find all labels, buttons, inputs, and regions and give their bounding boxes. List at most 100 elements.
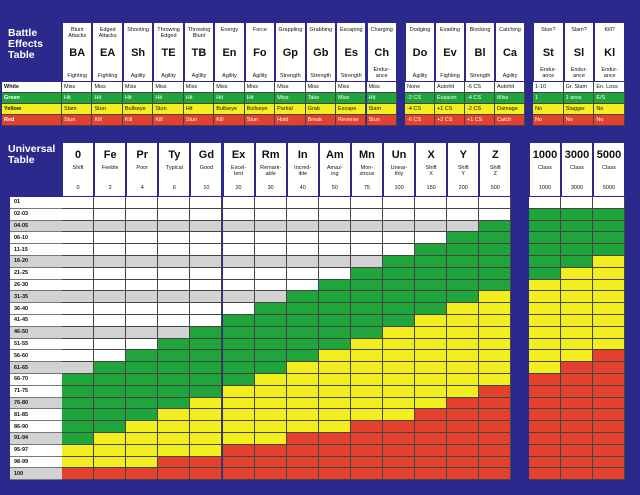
result-cell [593, 374, 625, 386]
column-ability: Agility [130, 73, 146, 79]
result-cell: Evasion [435, 93, 465, 104]
result-cell [529, 303, 561, 315]
result-cell [561, 456, 593, 469]
result-cell [350, 444, 383, 457]
result-cell [415, 220, 448, 233]
result-cell [286, 315, 319, 327]
rank-number: 5000 [602, 185, 616, 191]
result-cell [94, 303, 127, 315]
result-cell [158, 362, 191, 374]
result-cell [447, 256, 480, 268]
result-cell [190, 303, 223, 315]
result-cell [415, 350, 448, 363]
result-cell [62, 232, 95, 245]
header-cell: Mn Mon- strous 75 [350, 142, 383, 197]
result-cell [318, 267, 351, 280]
result-cell [126, 291, 159, 304]
result-cell [190, 456, 223, 469]
result-cell [415, 385, 448, 398]
row-label: Red [2, 115, 62, 126]
result-cell [190, 374, 223, 386]
result-cell [190, 468, 223, 481]
result-cell [62, 326, 95, 339]
result-cell [447, 244, 480, 256]
column-ability: Strength [340, 73, 362, 79]
result-cell [286, 232, 319, 245]
result-cell [561, 374, 593, 386]
result-cell [222, 350, 255, 363]
result-cell: -6 CS [405, 115, 435, 126]
result-cell [222, 385, 255, 398]
rank-number: 75 [363, 185, 370, 191]
rank-number: 40 [299, 185, 306, 191]
header-cell: Throwing Edged TE Agility [153, 22, 184, 82]
result-cell [222, 326, 255, 339]
result-cell [318, 279, 351, 292]
result-cell [286, 444, 319, 457]
result-cell [415, 256, 448, 268]
result-cell [94, 315, 127, 327]
result-cell [222, 421, 255, 433]
result-cell [126, 433, 159, 445]
rank-name: Shift Z [489, 165, 501, 177]
result-cell [561, 208, 593, 221]
result-cell [479, 433, 512, 445]
rank-abbr: Am [325, 149, 344, 161]
result-cell [318, 303, 351, 315]
result-cell [286, 279, 319, 292]
result-cell [190, 256, 223, 268]
column-name: Edged Attacks [98, 27, 117, 39]
result-cell: Catch [495, 115, 525, 126]
result-cell [593, 444, 625, 457]
result-cell [593, 350, 625, 363]
rank-name: Excel- lent [230, 165, 247, 177]
result-cell [447, 338, 480, 351]
result-cell [126, 338, 159, 351]
column-ability: Agility [502, 73, 518, 79]
result-cell [447, 315, 480, 327]
column-abbr: Ch [374, 47, 390, 59]
result-cell [126, 197, 159, 209]
result-cell [190, 291, 223, 304]
column-abbr: Kl [604, 47, 616, 59]
row-label: 66-70 [10, 374, 62, 386]
result-cell: Hit [183, 93, 215, 104]
result-cell [254, 362, 287, 374]
header-cell: In Incred- ible 40 [286, 142, 319, 197]
result-cell [286, 468, 319, 481]
result-cell [126, 374, 159, 386]
result-cell [94, 256, 127, 268]
result-cell [190, 232, 223, 245]
result-cell [383, 374, 416, 386]
result-cell [126, 350, 159, 363]
result-cell [415, 315, 448, 327]
result-cell: Stun [244, 115, 276, 126]
result-cell [286, 256, 319, 268]
result-cell [415, 303, 448, 315]
result-cell [318, 350, 351, 363]
result-cell [593, 220, 625, 233]
result-cell [254, 256, 287, 268]
result-cell [62, 397, 95, 410]
result-cell [158, 220, 191, 233]
rank-abbr: 0 [74, 149, 82, 161]
result-cell: Hit [214, 93, 245, 104]
header-cell: Evading Ev Fighting [435, 22, 465, 82]
result-cell [286, 197, 319, 209]
result-cell [529, 444, 561, 457]
result-cell [254, 409, 287, 422]
result-cell [62, 220, 95, 233]
result-cell [318, 315, 351, 327]
result-cell [383, 409, 416, 422]
column-name: Charging [370, 27, 393, 33]
result-cell [529, 362, 561, 374]
result-cell [318, 256, 351, 268]
result-cell: Miss [495, 93, 525, 104]
result-cell [447, 291, 480, 304]
result-cell [447, 374, 480, 386]
result-cell [561, 433, 593, 445]
result-cell [222, 315, 255, 327]
rank-number: 100 [394, 185, 404, 191]
result-cell [415, 397, 448, 410]
result-cell [415, 326, 448, 339]
